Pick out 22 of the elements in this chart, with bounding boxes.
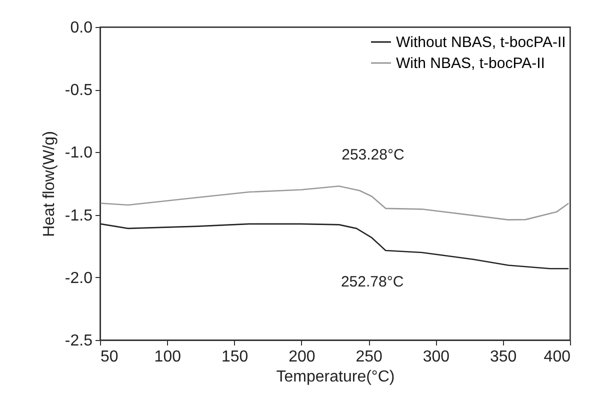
annotation: 253.28°C [342, 146, 404, 164]
legend-label: With NBAS, t-bocPA-II [396, 55, 545, 72]
line-series [100, 223, 570, 270]
x-tick-label: 150 [221, 348, 248, 366]
y-tick-label: -0.5 [64, 82, 93, 100]
legend-label: Without NBAS, t-bocPA-II [396, 34, 566, 51]
y-tick-label: -2.5 [64, 332, 93, 350]
x-tick-label: 250 [356, 348, 383, 366]
x-tick-label: 350 [490, 348, 517, 366]
line-series [100, 185, 570, 220]
y-axis-title: Heat flow(W/g) [40, 131, 58, 237]
y-tick-label: -2.0 [64, 270, 93, 287]
x-tick-label: 200 [288, 348, 316, 366]
x-axis-title: Temperature(°C) [276, 368, 395, 386]
y-tick-label: -1.5 [64, 207, 93, 224]
x-tick-label: 300 [422, 348, 450, 366]
y-tick-label: -1.0 [64, 144, 93, 162]
annotation: 252.78°C [340, 274, 404, 291]
y-tick-label: 0.0 [70, 20, 93, 36]
x-tick-label: 100 [154, 348, 182, 366]
x-tick-label: 50 [100, 348, 118, 366]
x-tick-label: 400 [544, 348, 571, 366]
